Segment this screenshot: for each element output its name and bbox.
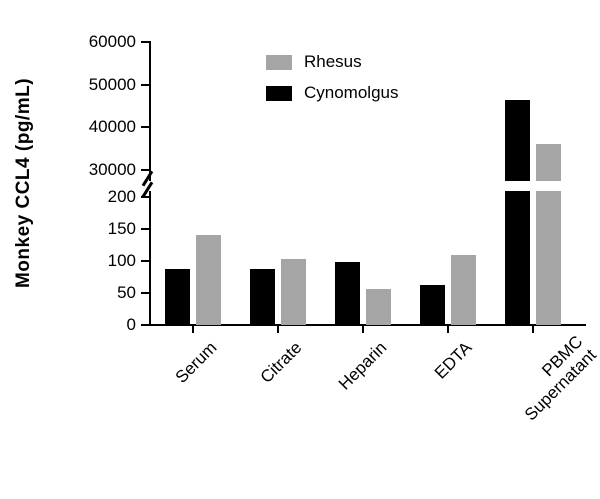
legend-item-cynomolgus: Cynomolgus <box>266 83 399 103</box>
y-tick-label: 50000 <box>88 74 136 94</box>
y-axis-tick <box>141 196 149 198</box>
y-tick-label: 50 <box>117 283 136 302</box>
legend: Rhesus Cynomolgus <box>266 52 399 103</box>
y-axis-tick <box>141 228 149 230</box>
bar-rhesus-serum <box>196 234 221 325</box>
y-tick-label: 150 <box>107 219 136 238</box>
bar-cynomolgus-citrate <box>250 268 275 325</box>
y-axis-tick <box>141 292 149 294</box>
x-axis-tick <box>277 326 279 333</box>
y-axis-tick <box>141 41 149 43</box>
y-tick-label: 60000 <box>88 32 136 51</box>
y-tick-label: 30000 <box>88 160 136 179</box>
y-tick-label: 100 <box>107 251 136 270</box>
y-axis-upper-segment <box>149 41 151 181</box>
bar-cynomolgus-pbmc-supernatant-upper-segment <box>505 99 530 181</box>
legend-label-rhesus: Rhesus <box>304 52 362 71</box>
legend-item-rhesus: Rhesus <box>266 52 399 72</box>
y-axis-lower-segment <box>149 191 151 326</box>
y-tick-label: 40000 <box>88 117 136 137</box>
bar-rhesus-citrate <box>281 259 306 325</box>
y-axis-tick <box>141 83 149 86</box>
legend-swatch-rhesus <box>266 54 292 70</box>
y-axis-tick <box>141 260 149 262</box>
bar-rhesus-edta <box>451 254 476 325</box>
bar-rhesus-heparin <box>366 289 391 325</box>
x-axis-tick <box>362 326 364 333</box>
bar-rhesus-pbmc-supernatant-upper-segment <box>536 144 561 181</box>
y-tick-label: 200 <box>107 187 136 206</box>
bar-rhesus-pbmc-supernatant-lower-segment <box>536 191 561 325</box>
bar-cynomolgus-edta <box>420 285 445 325</box>
x-axis-tick <box>532 326 534 333</box>
bar-cynomolgus-pbmc-supernatant-lower-segment <box>505 191 530 325</box>
y-axis-tick <box>141 126 149 129</box>
x-axis-tick <box>447 326 449 333</box>
x-category-label-pbmc-supernatant: PBMC Supernatant <box>520 332 600 425</box>
legend-swatch-cynomolgus <box>266 85 292 101</box>
x-axis <box>149 324 586 326</box>
y-axis-tick <box>141 169 149 171</box>
x-axis-tick <box>192 326 194 333</box>
legend-label-cynomolgus: Cynomolgus <box>304 83 399 102</box>
y-axis-title: Monkey CCL4 (pg/mL) <box>13 77 34 289</box>
y-tick-label: 0 <box>126 315 136 334</box>
bar-cynomolgus-serum <box>165 268 190 325</box>
y-axis-tick <box>141 324 149 326</box>
bar-cynomolgus-heparin <box>335 261 360 325</box>
